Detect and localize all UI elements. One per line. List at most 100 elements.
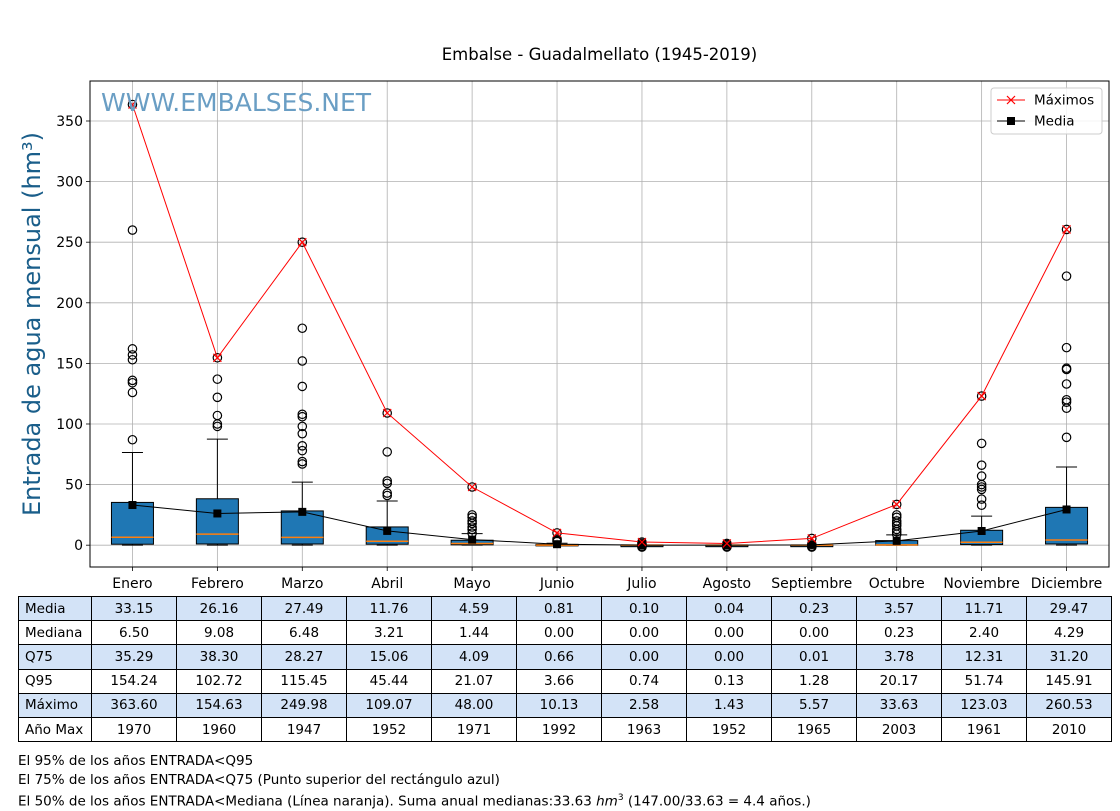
outlier-point — [297, 445, 308, 456]
table-row-label: Mediana — [18, 620, 92, 646]
outlier-point — [1061, 379, 1072, 389]
table-row: Media 33.15 26.16 27.49 11.76 4.59 0.81 0.10 0.0… — [18, 595, 1112, 622]
box-abril — [365, 500, 409, 546]
legend: Máximos Media — [990, 87, 1103, 135]
maximos-marker — [297, 237, 307, 247]
table-cell: 5.57 — [771, 692, 857, 718]
maximos-marker-stroke-b — [722, 539, 732, 548]
maximos-marker — [722, 539, 732, 548]
note-median: El 50% de los años ENTRADA<Mediana (Líne… — [18, 789, 811, 811]
table-cell: 0.00 — [516, 620, 602, 646]
table-cell: 0.00 — [686, 620, 772, 646]
maximos-marker — [128, 100, 137, 109]
table-cell: 3.57 — [856, 595, 942, 622]
maximos-marker-stroke-b — [128, 100, 137, 109]
x-tick-label: Julio — [626, 576, 656, 592]
outlier-point — [212, 419, 223, 429]
table-cell: 11.71 — [941, 595, 1027, 622]
table-cell: 2003 — [856, 716, 942, 743]
table-cell: 0.23 — [856, 620, 942, 646]
table-cell: 26.16 — [176, 595, 262, 622]
legend-maximos-marker-b — [1006, 95, 1016, 105]
table-row-label: Q95 — [18, 668, 92, 694]
table-cell: 154.24 — [91, 668, 177, 694]
table-cell: 20.17 — [856, 668, 942, 694]
maximos-marker — [382, 408, 392, 418]
table-cell: 2.58 — [601, 692, 687, 718]
maximos-marker — [892, 500, 902, 509]
stats-table: Media 33.15 26.16 27.49 11.76 4.59 0.81 0.10 0.0… — [18, 595, 1112, 743]
note-q95: El 95% de los años ENTRADA<Q95 — [18, 753, 254, 769]
outlier-point — [976, 479, 987, 490]
media-marker — [977, 526, 986, 535]
table-cell: 260.53 — [1026, 692, 1112, 718]
maximos-marker-stroke-b — [552, 528, 562, 538]
outlier-point — [382, 476, 393, 486]
table-cell: 0.00 — [601, 644, 687, 670]
y-tick-label: 250 — [56, 235, 83, 251]
outlier-point — [297, 459, 308, 469]
media-marker — [553, 540, 562, 549]
table-cell: 9.08 — [176, 620, 262, 646]
x-tick-label: Junio — [539, 576, 574, 592]
table-cell: 1961 — [941, 716, 1027, 743]
table-cell: 31.20 — [1026, 644, 1112, 670]
box-marzo — [280, 481, 324, 546]
chart: Embalse - Guadalmellato (1945-2019) 0 50 10… — [18, 45, 1110, 592]
maximos-marker — [552, 528, 562, 538]
maximos-marker — [977, 391, 987, 401]
y-tick-label: 50 — [65, 478, 83, 494]
legend-media-label: Media — [1034, 114, 1075, 130]
outlier-point — [1061, 342, 1072, 353]
table-cell: 249.98 — [261, 692, 347, 718]
table-cell: 35.29 — [91, 644, 177, 670]
outlier-point — [297, 409, 308, 420]
table-cell: 0.01 — [771, 644, 857, 670]
maximos-line — [131, 104, 1067, 544]
media-marker — [383, 526, 392, 535]
maximos-marker-stroke-b — [212, 353, 222, 363]
outlier-point — [382, 490, 393, 501]
outlier-point — [127, 354, 138, 365]
table-cell: 363.60 — [91, 692, 177, 718]
box-noviembre — [960, 515, 1004, 546]
maximos-marker-stroke-b — [382, 408, 392, 418]
table-cell: 1952 — [346, 716, 432, 743]
maximos-marker — [467, 482, 477, 492]
box-iqr — [195, 498, 239, 545]
table-cell: 1947 — [261, 716, 347, 743]
table-row: Mediana 6.50 9.08 6.48 3.21 1.44 0.00 0.00 0.00 0… — [18, 620, 1112, 646]
outlier-point — [467, 524, 477, 535]
table-cell: 38.30 — [176, 644, 262, 670]
outlier-point — [976, 500, 987, 510]
box-febrero — [195, 438, 239, 546]
table-row-label: Media — [18, 595, 92, 622]
note-median-unit: hm — [596, 793, 618, 810]
legend-maximos-label: Máximos — [1034, 93, 1094, 109]
table-cell: 1.43 — [686, 692, 772, 718]
maximos-marker — [212, 353, 222, 363]
outlier-point — [297, 421, 308, 432]
table-cell: 6.50 — [91, 620, 177, 646]
table-cell: 109.07 — [346, 692, 432, 718]
table-cell: 1.28 — [771, 668, 857, 694]
table-cell: 45.44 — [346, 668, 432, 694]
outlier-point — [297, 428, 308, 439]
outlier-point — [297, 237, 308, 248]
table-cell: 11.76 — [346, 595, 432, 622]
maximos-marker-stroke-b — [467, 482, 477, 492]
outlier-point — [127, 387, 138, 398]
media-marker — [298, 507, 307, 516]
table-cell: 15.06 — [346, 644, 432, 670]
table-row: Año Max 1970 1960 1947 1952 1971 1992 1963 1952 1… — [18, 716, 1112, 743]
outlier-point — [467, 512, 477, 523]
table-cell: 33.63 — [856, 692, 942, 718]
table-cell: 2010 — [1026, 716, 1112, 743]
outlier-point — [212, 392, 223, 403]
table-cell: 0.66 — [516, 644, 602, 670]
table-cell: 0.00 — [771, 620, 857, 646]
note-q75: El 75% de los años ENTRADA<Q75 (Punto su… — [18, 771, 500, 788]
table-cell: 102.72 — [176, 668, 262, 694]
maximos-marker-stroke-b — [892, 500, 902, 509]
note-median-text: El 50% de los años ENTRADA<Mediana (Líne… — [18, 793, 597, 810]
